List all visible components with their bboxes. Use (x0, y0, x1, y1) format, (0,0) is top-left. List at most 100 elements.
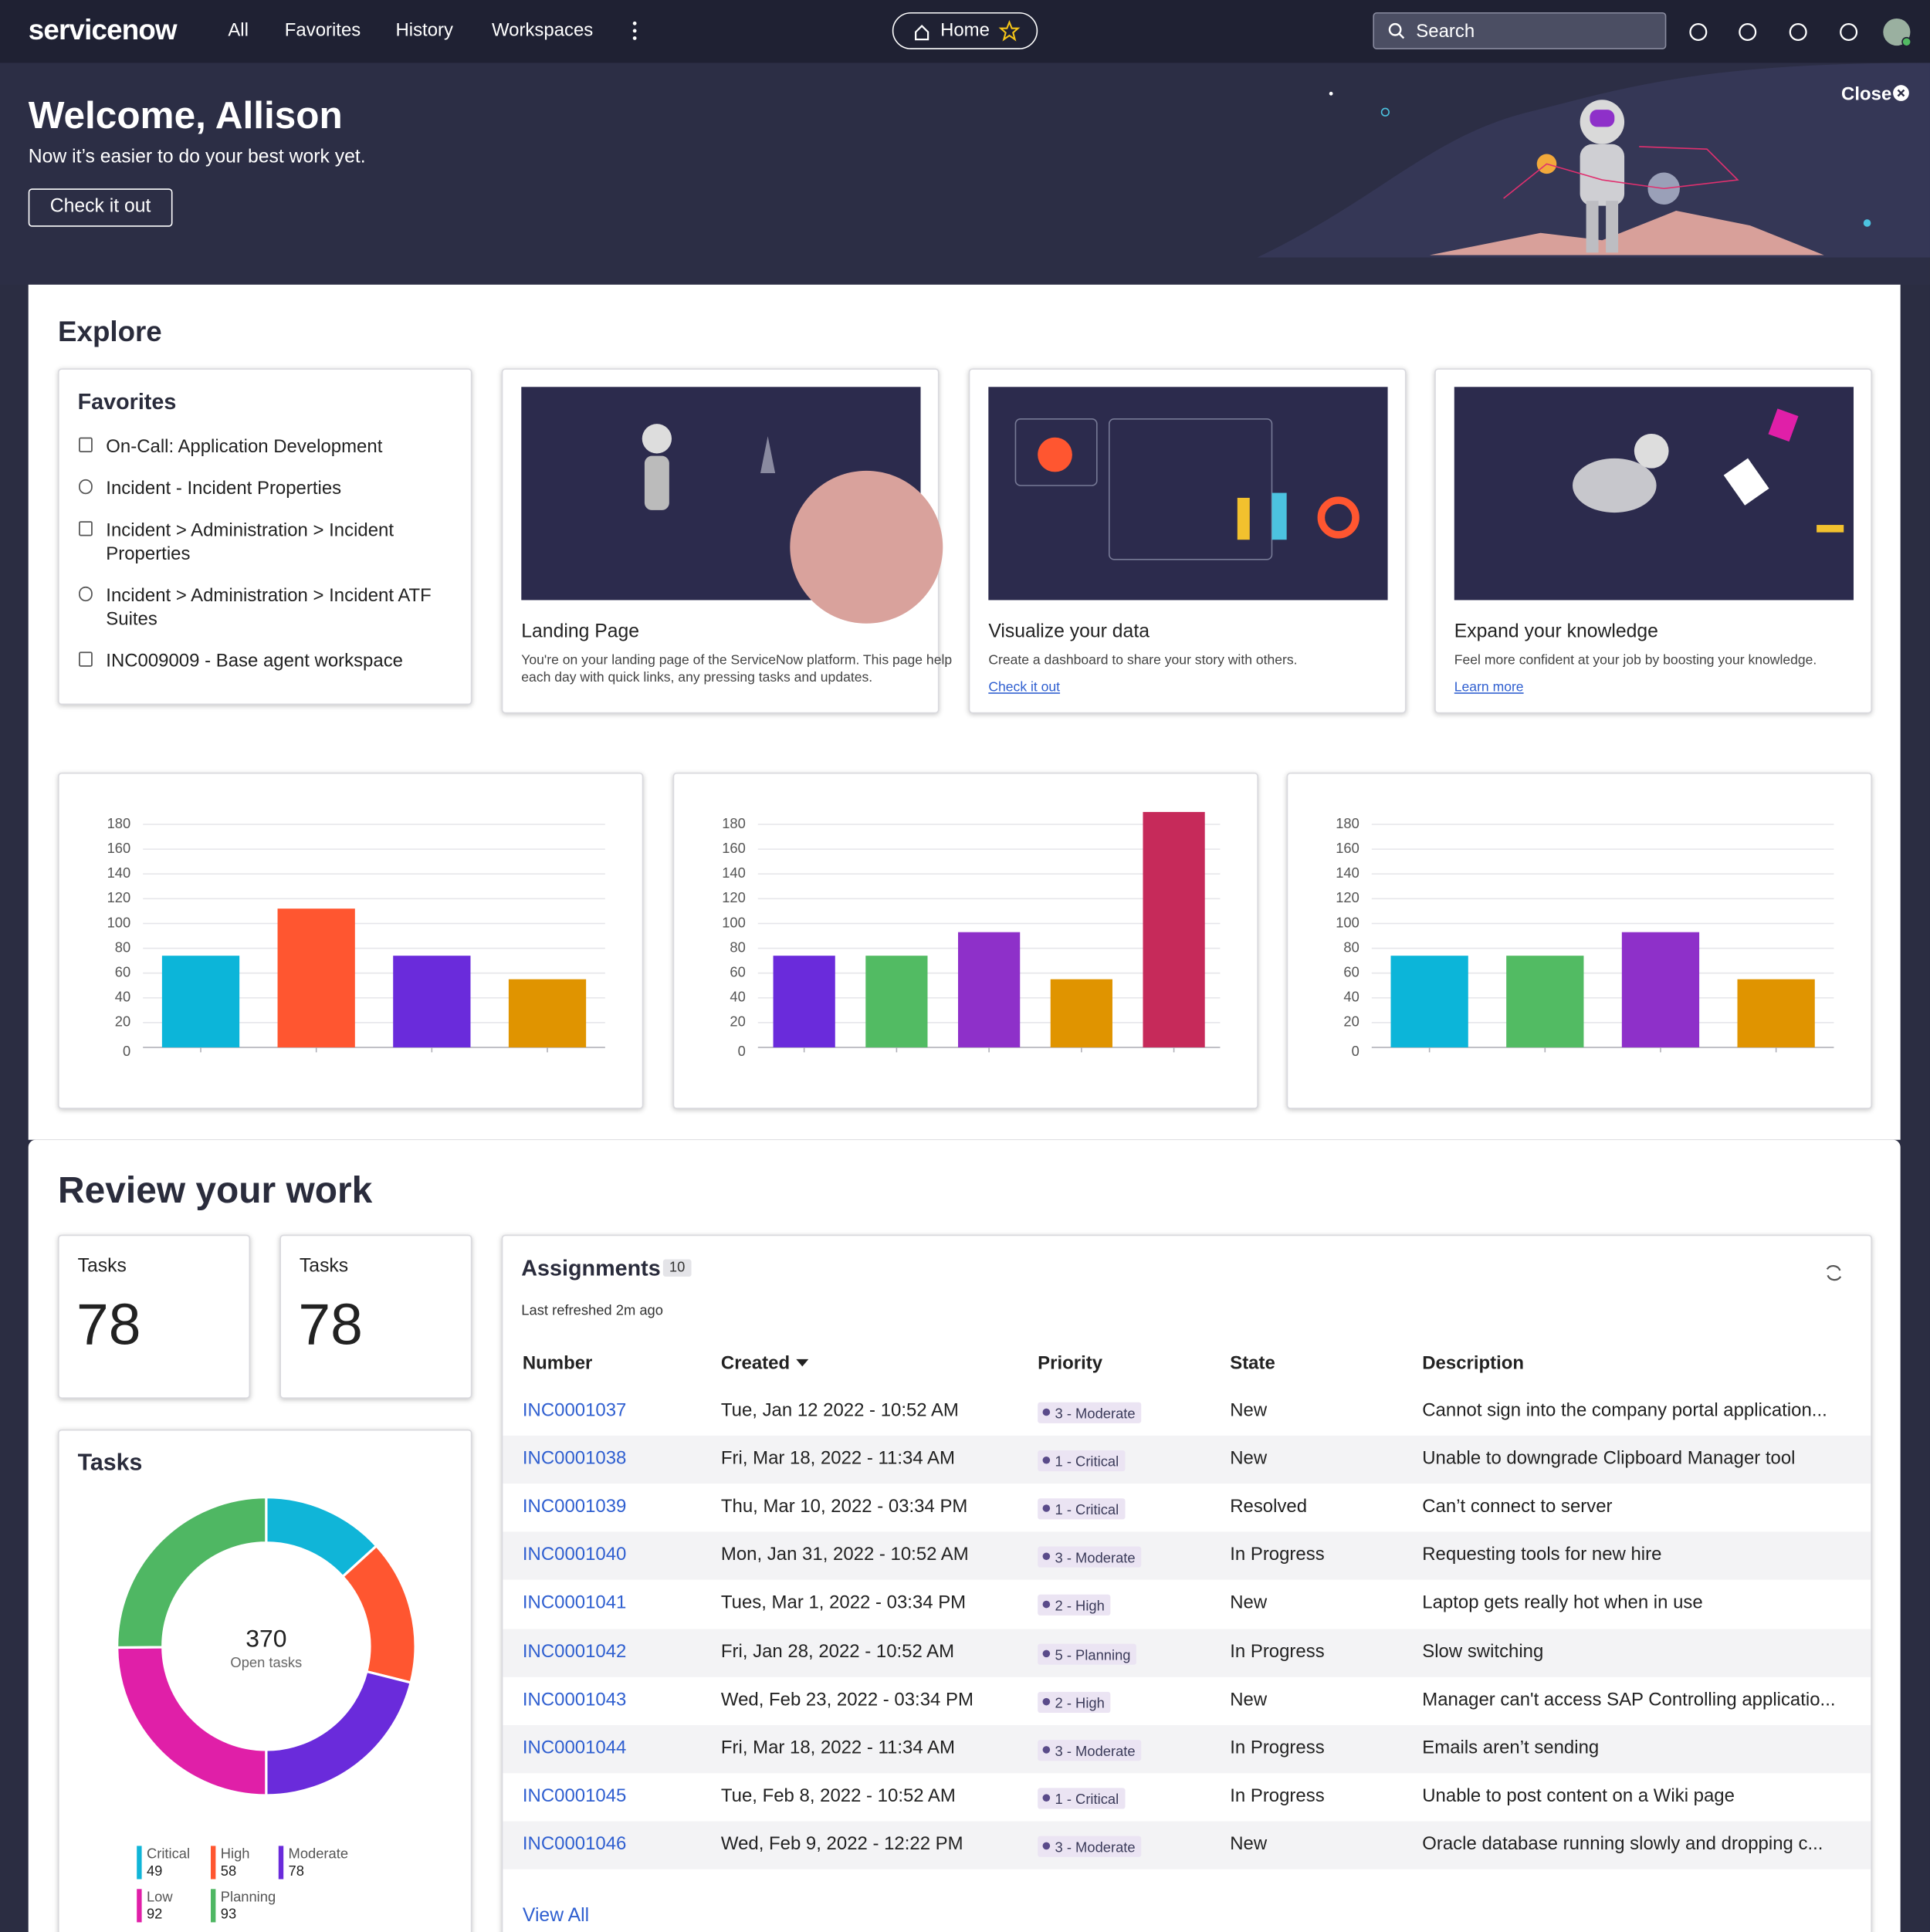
card-illustration (1454, 387, 1854, 601)
y-tick-label: 140 (1336, 864, 1359, 881)
column-header[interactable]: Description (1422, 1352, 1524, 1375)
search-placeholder: Search (1416, 21, 1475, 42)
banner-title: Welcome, Allison (28, 93, 343, 137)
y-tick-label: 80 (115, 939, 130, 955)
nav-icon (1739, 23, 1757, 42)
bar (773, 956, 835, 1047)
priority-badge: 3 - Moderate (1038, 1402, 1142, 1423)
incident-link[interactable]: INC0001043 (522, 1689, 627, 1710)
banner-subtitle: Now it’s easier to do your best work yet… (28, 146, 366, 168)
sort-arrow (796, 1358, 809, 1367)
head (1634, 433, 1669, 469)
pie (1038, 437, 1072, 472)
logo: servicenow (28, 13, 178, 46)
column-header[interactable]: State (1230, 1352, 1275, 1375)
table-cell: Fri, Mar 18, 2022 - 11:34 AM (720, 1737, 955, 1758)
bar-chart: 0 20 40 60 80 100 120 140 160 180 (1336, 815, 1834, 1059)
incident-link[interactable]: INC0001039 (522, 1496, 627, 1518)
y-tick-label: 120 (107, 889, 131, 905)
planet (790, 470, 943, 624)
incident-link[interactable]: INC0001045 (522, 1785, 627, 1807)
card-link[interactable]: Learn more (1454, 680, 1524, 695)
body (644, 455, 669, 510)
favorite-item[interactable]: Incident > Administration > Incident ATF… (106, 585, 432, 630)
nav-item[interactable]: All (228, 19, 249, 41)
incident-link[interactable]: INC0001038 (522, 1447, 627, 1470)
card-title[interactable]: Expand your knowledge (1454, 621, 1658, 642)
close-button[interactable]: Close (1841, 83, 1892, 105)
y-tick-label: 60 (1343, 963, 1359, 980)
nav-item[interactable]: Favorites (284, 19, 361, 41)
table-cell: Can’t connect to server (1422, 1496, 1613, 1518)
column-header[interactable]: Number (522, 1352, 593, 1375)
priority-badge: 3 - Moderate (1038, 1836, 1142, 1857)
bar (161, 956, 240, 1047)
stat-card: Tasks 78 (279, 1234, 472, 1399)
incident-link[interactable]: INC0001042 (522, 1640, 627, 1662)
priority-label: 2 - High (1055, 1696, 1105, 1711)
bar (277, 908, 355, 1047)
legend-label: Critical (147, 1845, 190, 1861)
icon (79, 437, 93, 452)
view-all-link[interactable]: View All (522, 1905, 590, 1927)
dot (1042, 1649, 1051, 1657)
card-text: Create a dashboard to share your story w… (988, 653, 1298, 668)
row-stripe (503, 1821, 1871, 1869)
card-link[interactable]: Check it out (988, 680, 1061, 695)
column-header[interactable]: Priority (1038, 1352, 1103, 1375)
priority-label: 3 - Moderate (1055, 1551, 1136, 1567)
search-box[interactable]: Search (1373, 12, 1667, 49)
column-header[interactable]: Created (720, 1352, 791, 1375)
nav-item[interactable]: Workspaces (491, 19, 594, 41)
banner-illustration (1257, 63, 1930, 258)
refresh-icon (1826, 1265, 1842, 1281)
chart-card: 0 20 40 60 80 100 120 140 160 180 (1286, 772, 1872, 1109)
home-pill[interactable]: Home (892, 12, 1038, 49)
favorite-icon (79, 479, 93, 495)
bar (1237, 497, 1250, 540)
card-title[interactable]: Visualize your data (988, 621, 1150, 642)
more-icon (632, 21, 637, 40)
explore-card: Visualize your data Create a dashboard to… (968, 368, 1407, 714)
priority-badge: 1 - Critical (1038, 1498, 1126, 1520)
priority-badge: 1 - Critical (1038, 1788, 1126, 1809)
y-tick-label: 0 (1352, 1043, 1359, 1059)
table-cell: Laptop gets really hot when in use (1422, 1592, 1703, 1614)
banner-button[interactable]: Check it out (28, 188, 173, 227)
table-cell: Cannot sign into the company portal appl… (1422, 1399, 1827, 1421)
nav-item[interactable]: History (395, 19, 453, 41)
bar (1271, 492, 1287, 540)
priority-badge: 1 - Critical (1038, 1450, 1126, 1472)
favorite-item[interactable]: INC009009 - Base agent workspace (106, 650, 404, 672)
dot (1042, 1842, 1051, 1850)
badge-dot (1042, 1504, 1051, 1513)
y-tick-label: 160 (722, 840, 746, 856)
assignments-card: Assignments 10 Last refreshed 2m ago Number… (501, 1234, 1872, 1932)
book (1723, 458, 1769, 506)
card-title[interactable]: Landing Page (521, 621, 640, 642)
badge-dot (1042, 1697, 1051, 1705)
y-tick-label: 60 (730, 963, 745, 980)
donut-card: Tasks 370 Open tasks Critical 49 High 58 Modera… (58, 1429, 472, 1932)
bar (1737, 979, 1815, 1047)
star (998, 19, 1021, 42)
favorite-item[interactable]: Incident - Incident Properties (106, 478, 342, 499)
incident-link[interactable]: INC0001037 (522, 1399, 627, 1421)
incident-link[interactable]: INC0001041 (522, 1592, 627, 1614)
favorites-title: Favorites (77, 389, 177, 414)
icon (79, 651, 93, 667)
priority-label: 5 - Planning (1055, 1648, 1131, 1663)
row-stripe (503, 1724, 1871, 1773)
favorite-item[interactable]: Incident > Administration > Incident Pro… (106, 519, 394, 565)
y-tick-label: 180 (1336, 815, 1359, 831)
y-tick-label: 140 (722, 864, 746, 881)
table-cell: Oracle database running slowly and dropp… (1422, 1833, 1823, 1855)
donut-title: Tasks (77, 1450, 143, 1477)
incident-link[interactable]: INC0001046 (522, 1833, 627, 1855)
favorite-item[interactable]: On-Call: Application Development (106, 436, 383, 458)
incident-link[interactable]: INC0001044 (522, 1737, 627, 1758)
incident-link[interactable]: INC0001040 (522, 1544, 627, 1565)
refreshed-text: Last refreshed 2m ago (521, 1304, 663, 1319)
